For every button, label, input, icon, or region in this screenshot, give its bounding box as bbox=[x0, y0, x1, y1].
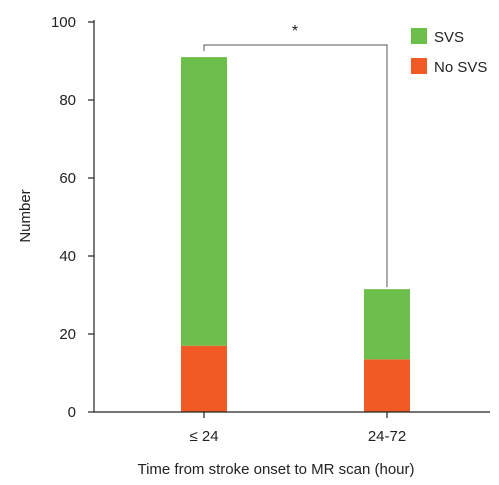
bracket-line bbox=[203, 44, 388, 288]
x-tick-label: 24-72 bbox=[368, 428, 406, 445]
bar-no-svs-0 bbox=[181, 345, 227, 412]
legend-swatch-no-svs bbox=[411, 58, 427, 74]
y-ticks-group: 0 20 40 60 80 100 bbox=[51, 14, 94, 421]
y-tick-label: 20 bbox=[59, 326, 76, 343]
legend-label: SVS bbox=[434, 29, 464, 46]
y-tick-label: 0 bbox=[68, 404, 76, 421]
bar-svs-1 bbox=[364, 289, 410, 360]
x-tick-label: ≤ 24 bbox=[189, 428, 218, 445]
y-axis-title: Number bbox=[17, 189, 34, 242]
y-tick-label: 80 bbox=[59, 92, 76, 109]
significance-marker: * bbox=[292, 23, 298, 40]
y-tick-label: 60 bbox=[59, 170, 76, 187]
x-ticks-group: ≤ 24 24-72 bbox=[189, 412, 406, 445]
bars-group bbox=[181, 57, 410, 412]
significance-bracket bbox=[203, 44, 388, 288]
legend-swatch-svs bbox=[411, 28, 427, 44]
legend-label: No SVS bbox=[434, 59, 487, 76]
legend: SVS No SVS bbox=[411, 28, 487, 76]
bar-svs-0 bbox=[181, 57, 227, 346]
bar-no-svs-1 bbox=[364, 359, 410, 412]
axes-group bbox=[93, 20, 490, 413]
x-axis-title: Time from stroke onset to MR scan (hour) bbox=[137, 461, 414, 478]
y-tick-label: 100 bbox=[51, 14, 76, 31]
y-tick-label: 40 bbox=[59, 248, 76, 265]
